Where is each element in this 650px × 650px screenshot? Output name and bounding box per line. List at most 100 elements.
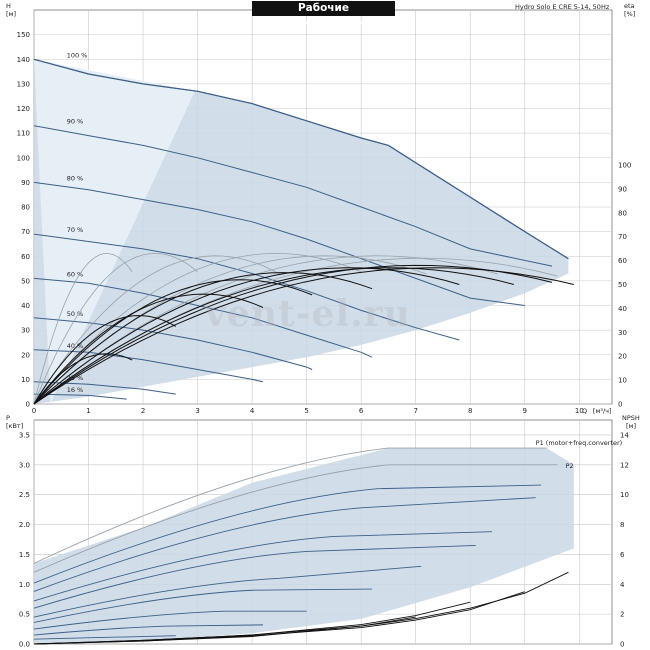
y-right-tick-label-bottom: 2 bbox=[620, 611, 624, 619]
speed-curve-5 bbox=[33, 317, 313, 370]
power-curve-6 bbox=[33, 565, 422, 618]
x-tick-label-top: 7 bbox=[413, 407, 417, 415]
y-left-tick-label-top: 100 bbox=[17, 154, 30, 162]
y-left-tick-label-top: 80 bbox=[21, 204, 30, 212]
bottom-envelope-area bbox=[34, 448, 574, 644]
y-left-axis-label-top: H bbox=[6, 2, 11, 10]
y-right-tick-label-top: 80 bbox=[618, 209, 627, 217]
efficiency-curve-grey-2 bbox=[33, 255, 280, 405]
model-label: Hydro Solo E CRE 5-14, 50Hz bbox=[515, 3, 610, 11]
efficiency-curve-grey-3 bbox=[33, 252, 362, 405]
efficiency-curve-2 bbox=[33, 293, 264, 405]
efficiency-curve-7 bbox=[33, 264, 553, 405]
y-left-tick-label-top: 0 bbox=[26, 401, 30, 409]
y-left-axis-unit-bottom: [кВт] bbox=[6, 422, 23, 430]
y-left-tick-label-top: 50 bbox=[21, 277, 30, 285]
efficiency-curve-6 bbox=[33, 267, 514, 405]
y-left-tick-label-bottom: 2.0 bbox=[19, 521, 30, 529]
y-right-axis-label-top: eta bbox=[624, 2, 635, 10]
speed-curve-1 bbox=[33, 125, 553, 267]
y-left-axis-unit-top: [м] bbox=[6, 10, 16, 18]
y-left-tick-label-top: 10 bbox=[21, 376, 30, 384]
y-right-tick-label-top: 30 bbox=[618, 329, 627, 337]
y-left-tick-label-top: 40 bbox=[21, 302, 30, 310]
power-curve-4 bbox=[33, 531, 493, 602]
power-curve-9 bbox=[33, 624, 264, 636]
y-left-tick-label-top: 130 bbox=[17, 80, 30, 88]
y-left-tick-label-bottom: 0.5 bbox=[19, 611, 30, 619]
y-left-tick-label-bottom: 0.0 bbox=[19, 641, 30, 649]
y-right-tick-label-bottom: 6 bbox=[620, 551, 625, 559]
y-left-tick-label-top: 30 bbox=[21, 327, 30, 335]
power-curve-3 bbox=[33, 497, 536, 592]
speed-curve-label-1: 90 % bbox=[67, 118, 84, 126]
x-tick-label-top: 4 bbox=[250, 407, 255, 415]
speed-curve-3 bbox=[33, 233, 460, 341]
y-left-tick-label-top: 140 bbox=[17, 56, 30, 64]
y-left-tick-label-top: 60 bbox=[21, 253, 30, 261]
y-left-tick-label-bottom: 1.5 bbox=[19, 551, 30, 559]
speed-curve-label-3: 70 % bbox=[67, 226, 84, 234]
speed-curve-label-2: 80 % bbox=[67, 174, 84, 182]
efficiency-curve-3 bbox=[33, 279, 313, 405]
title-box bbox=[252, 1, 395, 16]
x-tick-label-top: 1 bbox=[86, 407, 90, 415]
speed-curve-label-6: 40 % bbox=[67, 342, 84, 350]
speed-curve-label-4: 60 % bbox=[67, 270, 84, 278]
x-tick-label-top: 0 bbox=[32, 407, 36, 415]
y-right-tick-label-bottom: 0 bbox=[620, 641, 624, 649]
y-right-tick-label-top: 40 bbox=[618, 305, 627, 313]
efficiency-curve-grey-1 bbox=[33, 252, 198, 405]
power-curve-0 bbox=[33, 447, 547, 564]
x-tick-label-top: 9 bbox=[523, 407, 527, 415]
x-tick-label-top: 6 bbox=[359, 407, 364, 415]
npsh-curve-3 bbox=[33, 616, 416, 645]
y-right-tick-label-top: 70 bbox=[618, 233, 627, 241]
power-curve-7 bbox=[33, 588, 373, 623]
speed-curve-8 bbox=[33, 393, 127, 400]
y-right-tick-label-top: 60 bbox=[618, 257, 627, 265]
x-tick-label-top: 5 bbox=[304, 407, 308, 415]
y-left-tick-label-bottom: 3.0 bbox=[19, 461, 30, 469]
y-right-axis-label-bottom: NPSH bbox=[622, 414, 640, 422]
y-right-tick-label-bottom: 8 bbox=[620, 521, 624, 529]
x-tick-label-top: 10 bbox=[575, 407, 584, 415]
y-right-tick-label-top: 50 bbox=[618, 281, 627, 289]
p2-annotation: P2 bbox=[566, 462, 574, 470]
efficiency-curve-8 bbox=[33, 267, 574, 405]
y-right-tick-label-top: 90 bbox=[618, 185, 627, 193]
top-envelope-fan bbox=[34, 59, 195, 404]
power-curve-1 bbox=[33, 464, 558, 573]
y-right-tick-label-top: 100 bbox=[618, 162, 631, 170]
y-left-tick-label-top: 110 bbox=[17, 130, 30, 138]
y-right-tick-label-top: 10 bbox=[618, 377, 627, 385]
efficiency-curve-grey-0 bbox=[33, 252, 133, 405]
y-right-tick-label-bottom: 4 bbox=[620, 581, 625, 589]
speed-curve-7 bbox=[33, 381, 176, 395]
power-curve-10 bbox=[33, 635, 176, 640]
y-left-tick-label-bottom: 2.5 bbox=[19, 491, 30, 499]
speed-curve-label-0: 100 % bbox=[67, 51, 88, 59]
x-axis-unit: [м³/ч] bbox=[593, 407, 612, 415]
x-tick-label-top: 2 bbox=[141, 407, 145, 415]
p1-annotation: P1 (motor+freq.converter) bbox=[536, 439, 623, 447]
chart-title: Рабочие характеристики bbox=[274, 2, 373, 29]
y-right-tick-label-bottom: 12 bbox=[620, 461, 629, 469]
y-left-axis-label-bottom: P bbox=[6, 414, 10, 422]
y-right-tick-label-top: 20 bbox=[618, 353, 627, 361]
speed-curve-2 bbox=[33, 181, 525, 306]
efficiency-curve-4 bbox=[33, 272, 373, 405]
y-right-tick-label-bottom: 14 bbox=[620, 431, 629, 439]
npsh-curve-1 bbox=[33, 591, 525, 645]
y-right-tick-label-top: 0 bbox=[618, 401, 622, 409]
y-right-tick-label-bottom: 10 bbox=[620, 491, 629, 499]
watermark-text: vent-el.ru bbox=[205, 293, 411, 335]
y-left-tick-label-top: 20 bbox=[21, 351, 30, 359]
y-left-tick-label-top: 120 bbox=[17, 105, 30, 113]
speed-curve-6 bbox=[33, 349, 264, 383]
speed-curve-label-5: 50 % bbox=[67, 310, 84, 318]
efficiency-curve-1 bbox=[33, 315, 177, 405]
x-tick-label-top: 3 bbox=[195, 407, 199, 415]
